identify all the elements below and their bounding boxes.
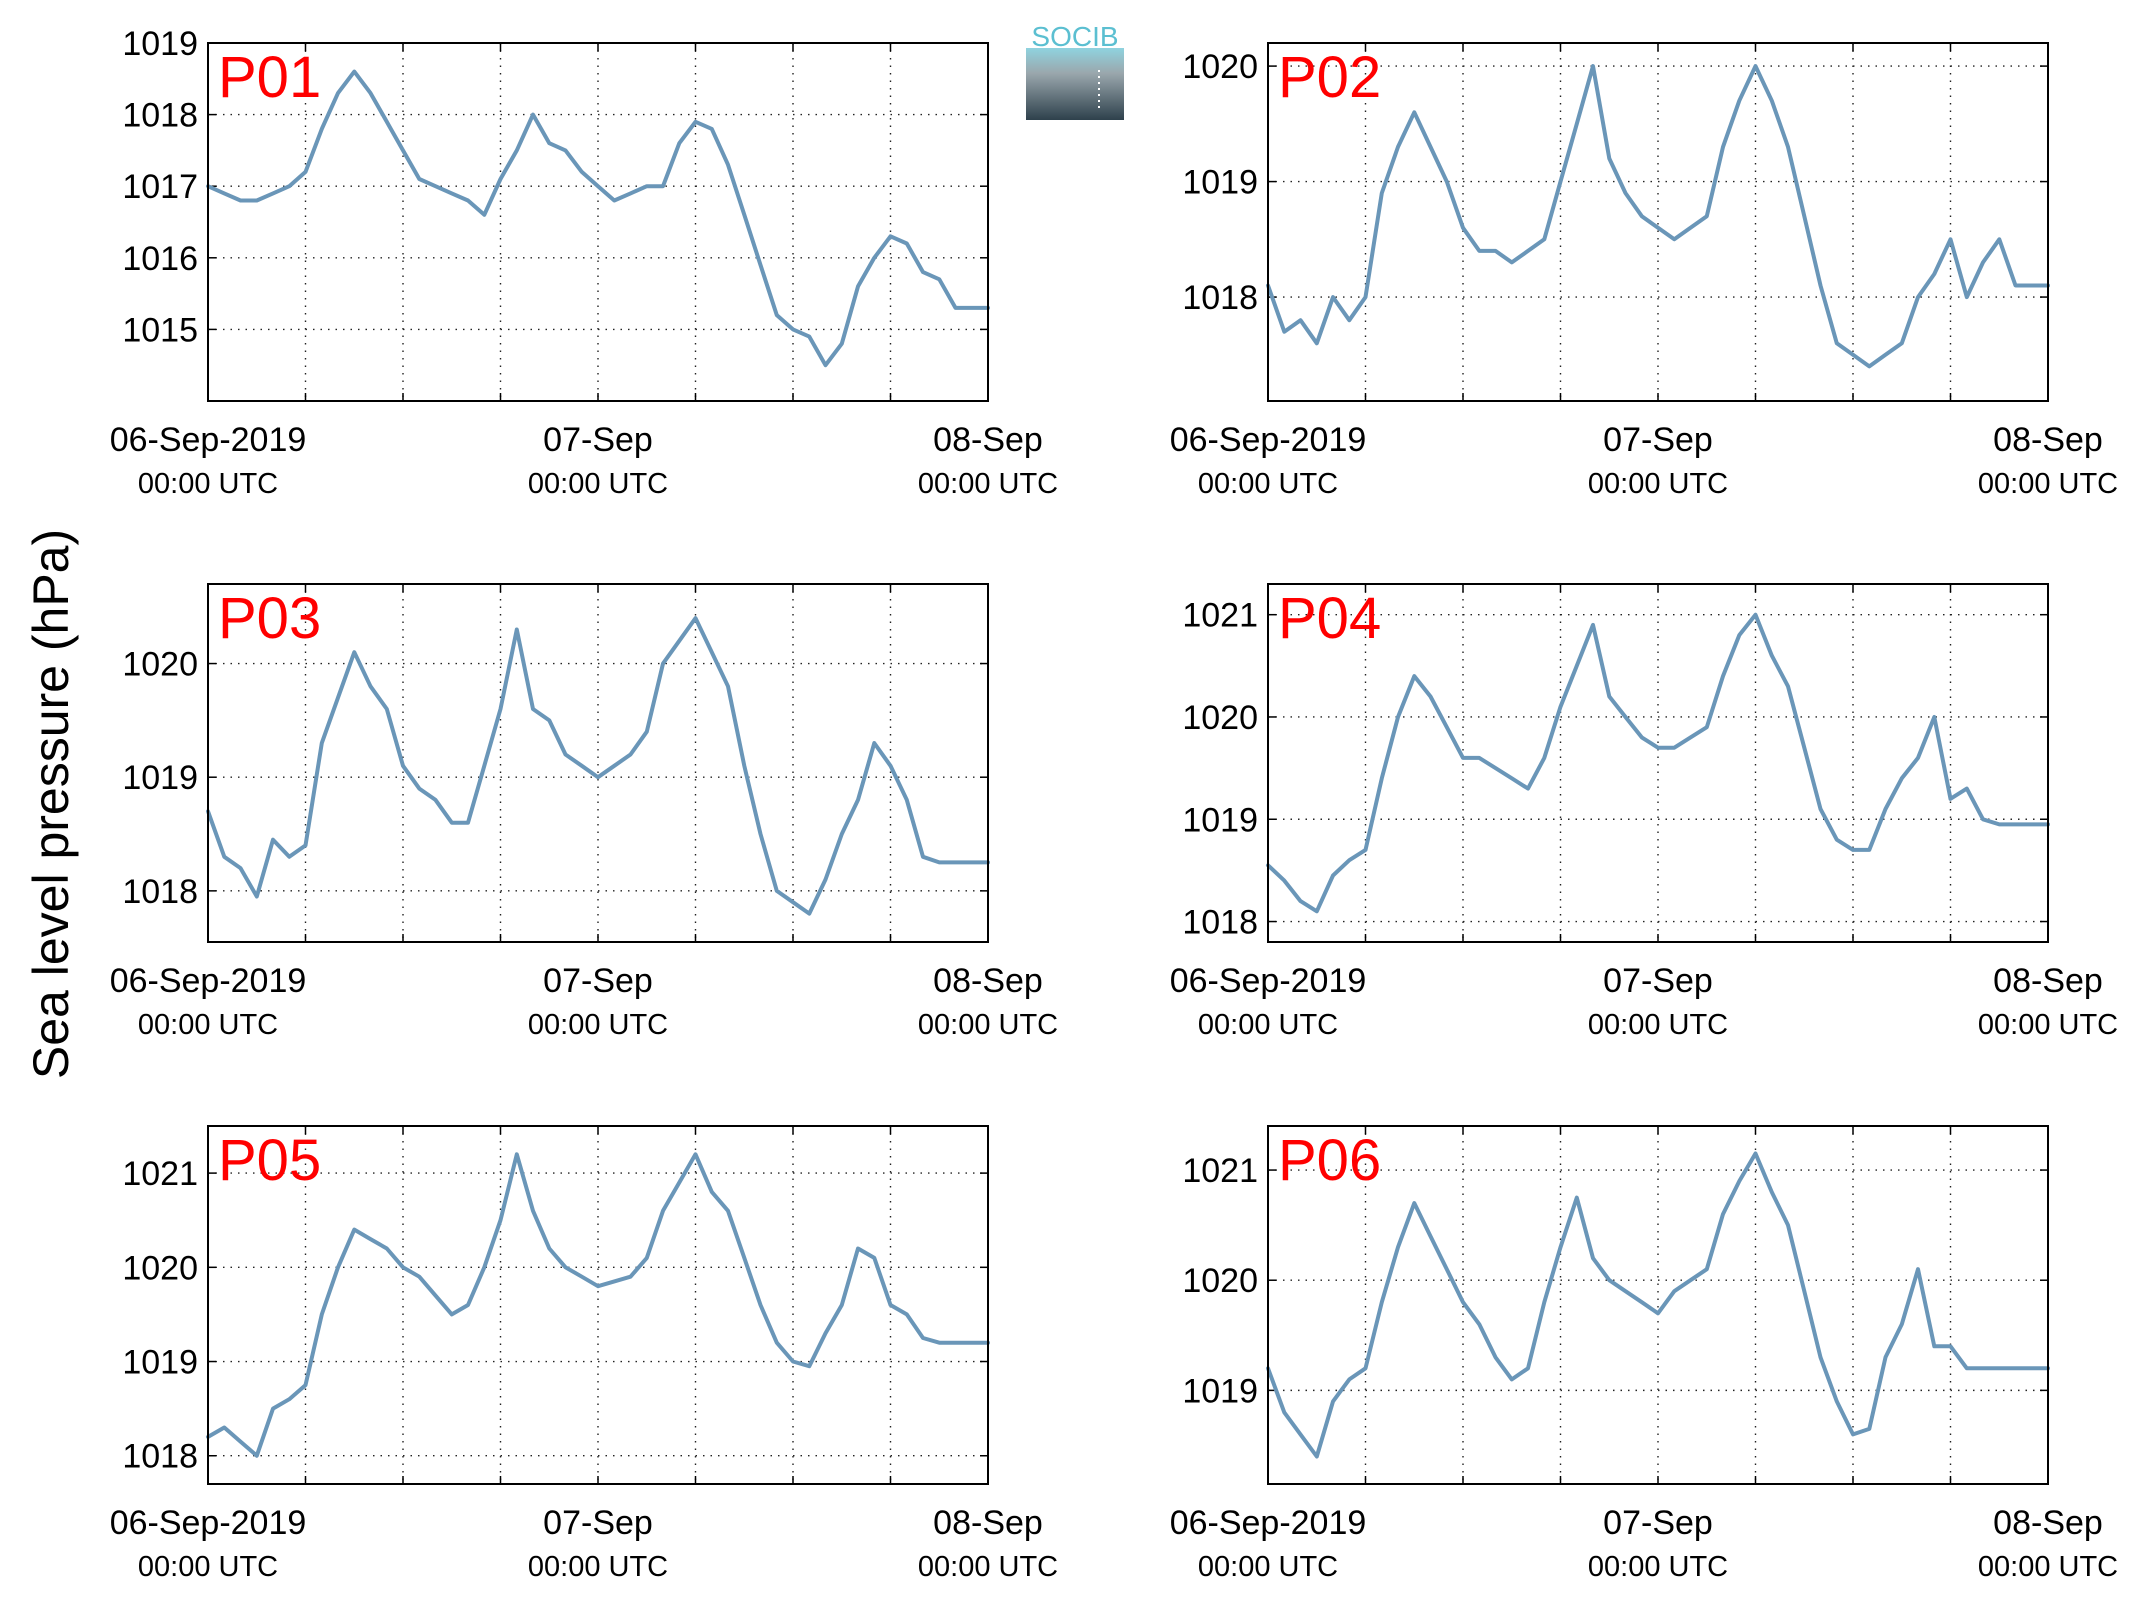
y-tick-label: 1020 bbox=[122, 646, 198, 684]
panel-p03: 1018 1019 1020 06-Sep-2019 00:00 UTC 07-Sep 00… bbox=[110, 583, 1058, 1041]
x-tick-label: 08-Sep bbox=[933, 1504, 1043, 1542]
x-tick-label: 08-Sep bbox=[1993, 1504, 2103, 1542]
grid bbox=[1268, 1126, 2048, 1484]
panel-p04: 1018 1019 1020 1021 06-Sep-2019 00:00 UTC 07-S… bbox=[1170, 583, 2118, 1041]
axes-frame bbox=[1267, 583, 2049, 943]
plot-area bbox=[208, 1126, 988, 1484]
y-tick-label: 1020 bbox=[1182, 699, 1258, 737]
y-tick-label: 1019 bbox=[122, 1344, 198, 1382]
x-tick-sublabel: 00:00 UTC bbox=[1588, 1551, 1728, 1583]
series-line bbox=[206, 69, 990, 368]
y-tick-label: 1020 bbox=[1182, 48, 1258, 86]
x-tick-label: 06-Sep-2019 bbox=[1170, 1504, 1367, 1542]
x-tick-sublabel: 00:00 UTC bbox=[1588, 468, 1728, 500]
x-tick-sublabel: 00:00 UTC bbox=[1978, 1551, 2118, 1583]
axes-frame bbox=[1267, 42, 2049, 402]
x-tick-sublabel: 00:00 UTC bbox=[918, 1551, 1058, 1583]
x-tick-sublabel: 00:00 UTC bbox=[138, 468, 278, 500]
axes-frame bbox=[207, 583, 989, 943]
axes-frame bbox=[1267, 1125, 2049, 1485]
y-tick-label: 1020 bbox=[122, 1249, 198, 1287]
x-tick-label: 07-Sep bbox=[1603, 962, 1713, 1000]
x-tick-label: 06-Sep-2019 bbox=[110, 1504, 307, 1542]
x-tick-label: 06-Sep-2019 bbox=[110, 962, 307, 1000]
x-tick-label: 08-Sep bbox=[1993, 962, 2103, 1000]
x-tick-sublabel: 00:00 UTC bbox=[1198, 1551, 1338, 1583]
panel-label: P01 bbox=[218, 45, 321, 110]
plot-area bbox=[208, 43, 988, 401]
panel-label: P05 bbox=[218, 1128, 321, 1193]
axes-frame bbox=[207, 42, 989, 402]
panel-p05: 1018 1019 1020 1021 06-Sep-2019 00:00 UTC 07-S… bbox=[110, 1125, 1058, 1583]
y-tick-label: 1016 bbox=[122, 240, 198, 278]
x-tick-sublabel: 00:00 UTC bbox=[138, 1009, 278, 1041]
socib-logo-mark bbox=[1026, 48, 1124, 120]
y-tick-label: 1018 bbox=[1182, 904, 1258, 942]
y-tick-label: 1019 bbox=[1182, 801, 1258, 839]
y-tick-label: 1019 bbox=[122, 759, 198, 797]
y-tick-label: 1018 bbox=[1182, 279, 1258, 317]
x-tick-label: 07-Sep bbox=[543, 1504, 653, 1542]
y-tick-label: 1021 bbox=[1182, 597, 1258, 635]
plot-area bbox=[1268, 1126, 2048, 1484]
x-tick-sublabel: 00:00 UTC bbox=[1198, 1009, 1338, 1041]
x-tick-sublabel: 00:00 UTC bbox=[918, 1009, 1058, 1041]
y-tick-label: 1019 bbox=[1182, 164, 1258, 202]
grid bbox=[208, 1126, 988, 1484]
grid bbox=[1268, 584, 2048, 942]
y-tick-label: 1018 bbox=[122, 873, 198, 911]
x-tick-sublabel: 00:00 UTC bbox=[528, 1551, 668, 1583]
series-line bbox=[206, 1152, 990, 1458]
y-tick-label: 1018 bbox=[122, 97, 198, 135]
panel-label: P06 bbox=[1278, 1128, 1381, 1193]
x-tick-label: 06-Sep-2019 bbox=[1170, 962, 1367, 1000]
x-tick-sublabel: 00:00 UTC bbox=[528, 1009, 668, 1041]
x-tick-label: 07-Sep bbox=[1603, 1504, 1713, 1542]
panel-label: P03 bbox=[218, 586, 321, 651]
x-tick-sublabel: 00:00 UTC bbox=[918, 468, 1058, 500]
series-line bbox=[1266, 64, 2050, 369]
y-tick-label: 1018 bbox=[122, 1438, 198, 1476]
grid bbox=[1268, 43, 2048, 401]
x-tick-label: 06-Sep-2019 bbox=[1170, 421, 1367, 459]
x-tick-sublabel: 00:00 UTC bbox=[1198, 468, 1338, 500]
x-tick-sublabel: 00:00 UTC bbox=[1978, 1009, 2118, 1041]
x-tick-sublabel: 00:00 UTC bbox=[1978, 468, 2118, 500]
x-tick-label: 08-Sep bbox=[933, 421, 1043, 459]
plot-area bbox=[1268, 43, 2048, 401]
y-tick-label: 1019 bbox=[122, 25, 198, 63]
panel-p01: 1015 1016 1017 1018 1019 06-Sep-2019 00:00 UTC… bbox=[110, 25, 1058, 500]
panels: 1015 1016 1017 1018 1019 06-Sep-2019 00:00 UTC… bbox=[110, 25, 2118, 1583]
plot-area bbox=[1268, 584, 2048, 942]
series-line bbox=[206, 616, 990, 916]
y-tick-label: 1021 bbox=[122, 1155, 198, 1193]
x-tick-label: 08-Sep bbox=[1993, 421, 2103, 459]
series-line bbox=[1266, 1151, 2050, 1459]
x-tick-label: 07-Sep bbox=[543, 962, 653, 1000]
panel-p02: 1018 1019 1020 06-Sep-2019 00:00 UTC 07-Sep 00… bbox=[1170, 42, 2118, 500]
x-tick-sublabel: 00:00 UTC bbox=[138, 1551, 278, 1583]
y-tick-label: 1020 bbox=[1182, 1262, 1258, 1300]
axes-frame bbox=[207, 1125, 989, 1485]
y-tick-label: 1017 bbox=[122, 168, 198, 206]
x-tick-label: 08-Sep bbox=[933, 962, 1043, 1000]
plot-area bbox=[208, 584, 988, 942]
x-tick-sublabel: 00:00 UTC bbox=[528, 468, 668, 500]
x-tick-label: 06-Sep-2019 bbox=[110, 421, 307, 459]
x-tick-label: 07-Sep bbox=[1603, 421, 1713, 459]
figure-ylabel: Sea level pressure (hPa) bbox=[23, 529, 79, 1079]
x-tick-label: 07-Sep bbox=[543, 421, 653, 459]
y-tick-label: 1019 bbox=[1182, 1372, 1258, 1410]
y-tick-label: 1015 bbox=[122, 311, 198, 349]
panel-label: P04 bbox=[1278, 586, 1381, 651]
x-tick-sublabel: 00:00 UTC bbox=[1588, 1009, 1728, 1041]
y-tick-label: 1021 bbox=[1182, 1152, 1258, 1190]
panel-p06: 1019 1020 1021 06-Sep-2019 00:00 UTC 07-Sep 00… bbox=[1170, 1125, 2118, 1583]
socib-logo-text: SOCIB bbox=[1031, 21, 1118, 52]
panel-label: P02 bbox=[1278, 45, 1381, 110]
socib-logo: SOCIB bbox=[1026, 21, 1124, 120]
series-line bbox=[1266, 612, 2050, 914]
